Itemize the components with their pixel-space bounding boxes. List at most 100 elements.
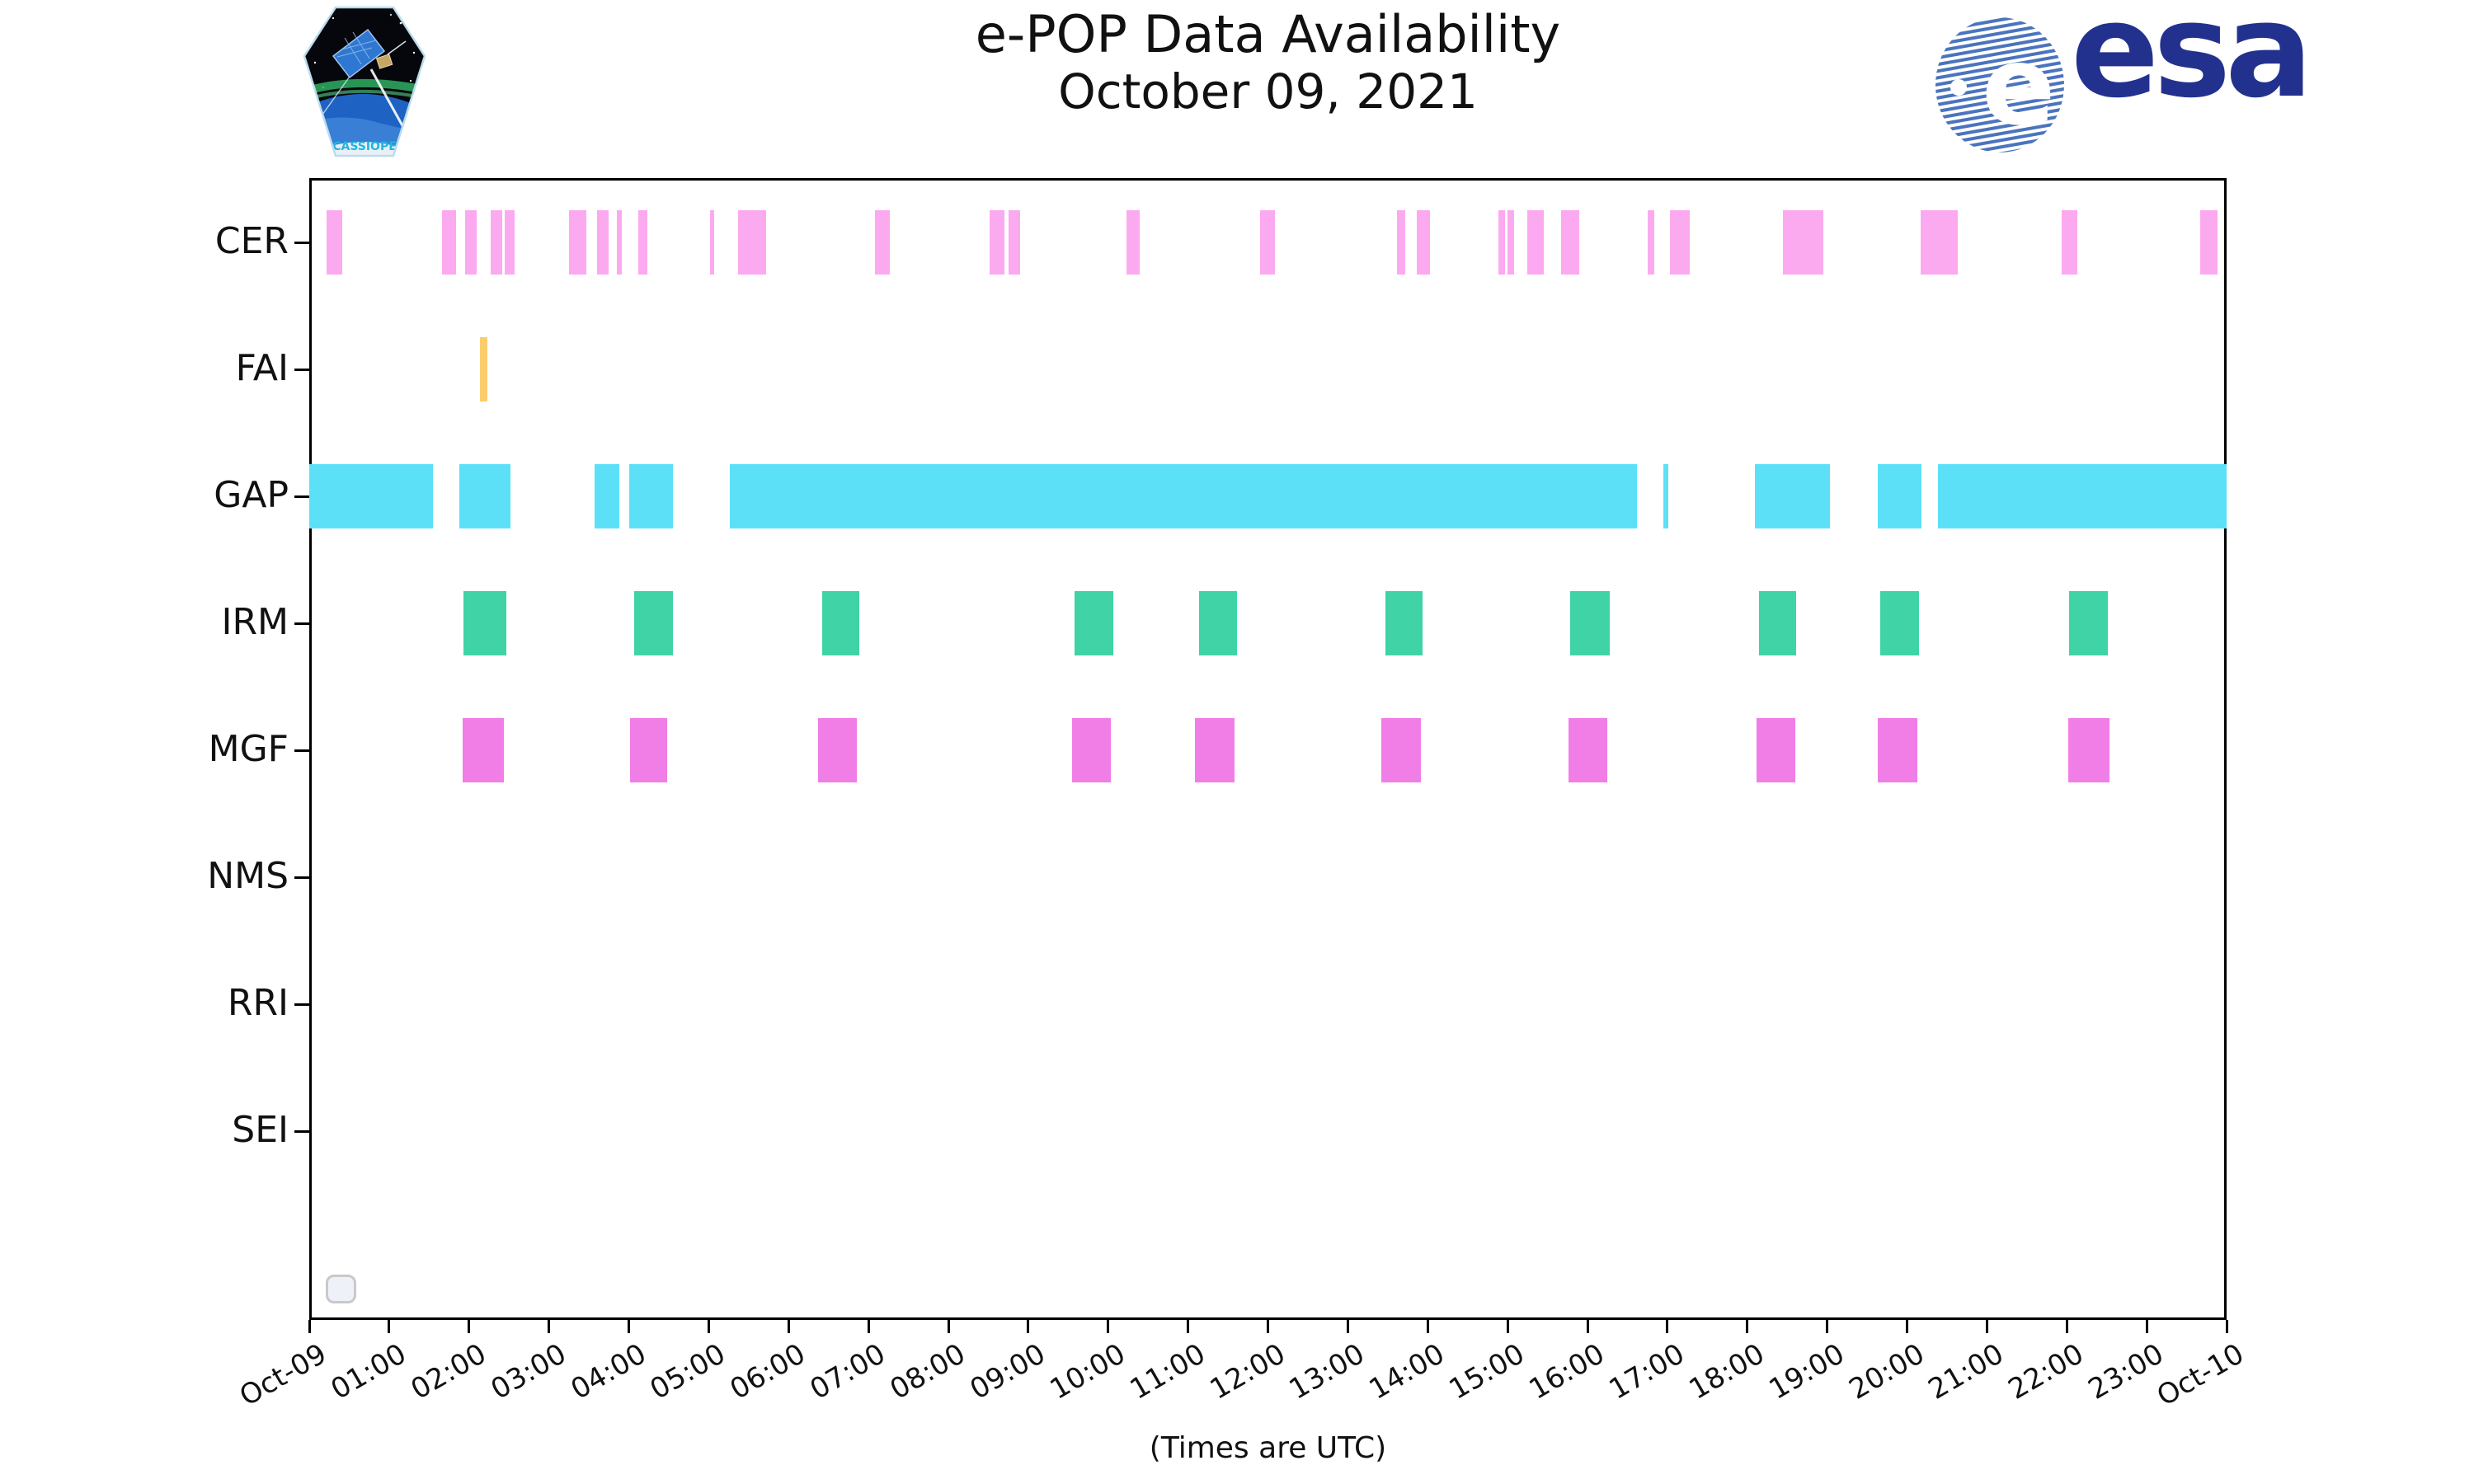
x-tick-label-9: 09:00 bbox=[964, 1337, 1051, 1407]
availability-bar-cer bbox=[1783, 210, 1823, 275]
chart-title-block: e-POP Data Availability October 09, 2021 bbox=[309, 5, 2227, 120]
x-tick-label-2: 02:00 bbox=[405, 1337, 492, 1407]
patch-border bbox=[303, 6, 426, 157]
x-tick-16 bbox=[1586, 1320, 1589, 1333]
x-tick-17 bbox=[1666, 1320, 1669, 1333]
x-tick-label-5: 05:00 bbox=[645, 1337, 731, 1407]
availability-bar-cer bbox=[1498, 210, 1505, 275]
x-tick-19 bbox=[1826, 1320, 1829, 1333]
x-axis-caption: (Times are UTC) bbox=[1149, 1431, 1387, 1465]
x-tick-13 bbox=[1346, 1320, 1349, 1333]
patch-satellite bbox=[332, 28, 407, 79]
availability-bar-cer bbox=[2199, 210, 2218, 275]
x-tick-label-0: Oct-09 bbox=[233, 1337, 332, 1413]
x-tick-label-23: 23:00 bbox=[2082, 1337, 2170, 1407]
x-tick-label-14: 14:00 bbox=[1363, 1337, 1451, 1407]
x-tick-4 bbox=[628, 1320, 630, 1333]
availability-bar-cer bbox=[1920, 210, 1958, 275]
x-tick-label-16: 16:00 bbox=[1523, 1337, 1611, 1407]
availability-bar-irm bbox=[1570, 591, 1611, 655]
y-tick-sei bbox=[294, 1129, 309, 1133]
availability-bar-mgf bbox=[817, 718, 857, 782]
availability-bar-cer bbox=[875, 210, 890, 275]
availability-bar-mgf bbox=[2067, 718, 2109, 782]
y-label-gap: GAP bbox=[214, 474, 289, 516]
y-tick-nms bbox=[294, 876, 309, 879]
chart-subtitle-date: October 09, 2021 bbox=[1058, 63, 1478, 120]
x-tick-15 bbox=[1506, 1320, 1509, 1333]
x-tick-12 bbox=[1267, 1320, 1269, 1333]
x-tick-label-18: 18:00 bbox=[1683, 1337, 1771, 1407]
availability-bar-mgf bbox=[462, 718, 504, 782]
x-tick-label-4: 04:00 bbox=[565, 1337, 651, 1407]
x-tick-18 bbox=[1746, 1320, 1749, 1333]
availability-bar-cer bbox=[1126, 210, 1141, 275]
x-tick-label-19: 19:00 bbox=[1763, 1337, 1851, 1407]
availability-bar-gap bbox=[594, 464, 620, 528]
availability-bar-irm bbox=[1075, 591, 1114, 655]
availability-bar-cer bbox=[1259, 210, 1275, 275]
availability-bar-cer bbox=[505, 210, 515, 275]
x-tick-20 bbox=[1906, 1320, 1908, 1333]
x-tick-23 bbox=[2145, 1320, 2148, 1333]
x-tick-label-17: 17:00 bbox=[1603, 1337, 1691, 1407]
x-tick-label-1: 01:00 bbox=[325, 1337, 412, 1407]
x-tick-label-6: 06:00 bbox=[724, 1337, 811, 1407]
x-tick-11 bbox=[1187, 1320, 1190, 1333]
x-tick-label-12: 12:00 bbox=[1204, 1337, 1291, 1407]
availability-bar-gap bbox=[309, 464, 434, 528]
y-tick-rri bbox=[294, 1003, 309, 1006]
availability-bar-cer bbox=[1417, 210, 1431, 275]
x-tick-label-13: 13:00 bbox=[1284, 1337, 1371, 1407]
availability-bar-gap bbox=[628, 464, 673, 528]
availability-bar-mgf bbox=[1877, 718, 1918, 782]
x-tick-22 bbox=[2065, 1320, 2068, 1333]
esa-logo: e esa bbox=[1934, 0, 2313, 160]
x-tick-label-24: Oct-10 bbox=[2151, 1337, 2250, 1413]
x-tick-label-22: 22:00 bbox=[2002, 1337, 2090, 1407]
plot-area bbox=[309, 178, 2227, 1320]
y-tick-irm bbox=[294, 622, 309, 625]
availability-bar-irm bbox=[1880, 591, 1920, 655]
availability-bar-cer bbox=[1647, 210, 1654, 275]
availability-bar-gap bbox=[730, 464, 1637, 528]
x-tick-label-8: 08:00 bbox=[884, 1337, 971, 1407]
availability-bar-cer bbox=[464, 210, 477, 275]
availability-bar-gap bbox=[1663, 464, 1669, 528]
x-tick-label-10: 10:00 bbox=[1044, 1337, 1131, 1407]
availability-bar-mgf bbox=[1757, 718, 1795, 782]
availability-bar-cer bbox=[326, 210, 343, 275]
availability-bar-irm bbox=[633, 591, 673, 655]
x-tick-5 bbox=[707, 1320, 710, 1333]
patch-mission-name: CASSIOPE bbox=[332, 140, 397, 153]
availability-bar-cer bbox=[490, 210, 503, 275]
x-tick-24 bbox=[2225, 1320, 2228, 1333]
availability-bar-irm bbox=[1385, 591, 1423, 655]
svg-text:e: e bbox=[1982, 23, 2056, 150]
availability-bar-mgf bbox=[1072, 718, 1111, 782]
availability-bar-cer bbox=[568, 210, 586, 275]
availability-bar-cer bbox=[1560, 210, 1580, 275]
x-tick-9 bbox=[1027, 1320, 1030, 1333]
x-tick-1 bbox=[388, 1320, 391, 1333]
y-tick-fai bbox=[294, 368, 309, 371]
x-tick-3 bbox=[548, 1320, 551, 1333]
x-tick-6 bbox=[787, 1320, 790, 1333]
availability-bar-gap bbox=[1877, 464, 1922, 528]
availability-bar-cer bbox=[1397, 210, 1405, 275]
availability-bar-irm bbox=[1198, 591, 1238, 655]
availability-bar-cer bbox=[442, 210, 456, 275]
x-tick-label-7: 07:00 bbox=[804, 1337, 891, 1407]
y-tick-mgf bbox=[294, 749, 309, 752]
availability-bar-cer bbox=[616, 210, 623, 275]
availability-bar-irm bbox=[1759, 591, 1797, 655]
availability-bar-fai bbox=[479, 337, 488, 402]
esa-logo-text: esa bbox=[2071, 0, 2313, 127]
availability-bar-cer bbox=[637, 210, 648, 275]
y-label-rri: RRI bbox=[227, 982, 289, 1024]
x-tick-2 bbox=[468, 1320, 471, 1333]
availability-bar-cer bbox=[596, 210, 609, 275]
availability-bar-cer bbox=[2061, 210, 2078, 275]
y-label-mgf: MGF bbox=[208, 728, 289, 770]
x-tick-label-11: 11:00 bbox=[1124, 1337, 1211, 1407]
